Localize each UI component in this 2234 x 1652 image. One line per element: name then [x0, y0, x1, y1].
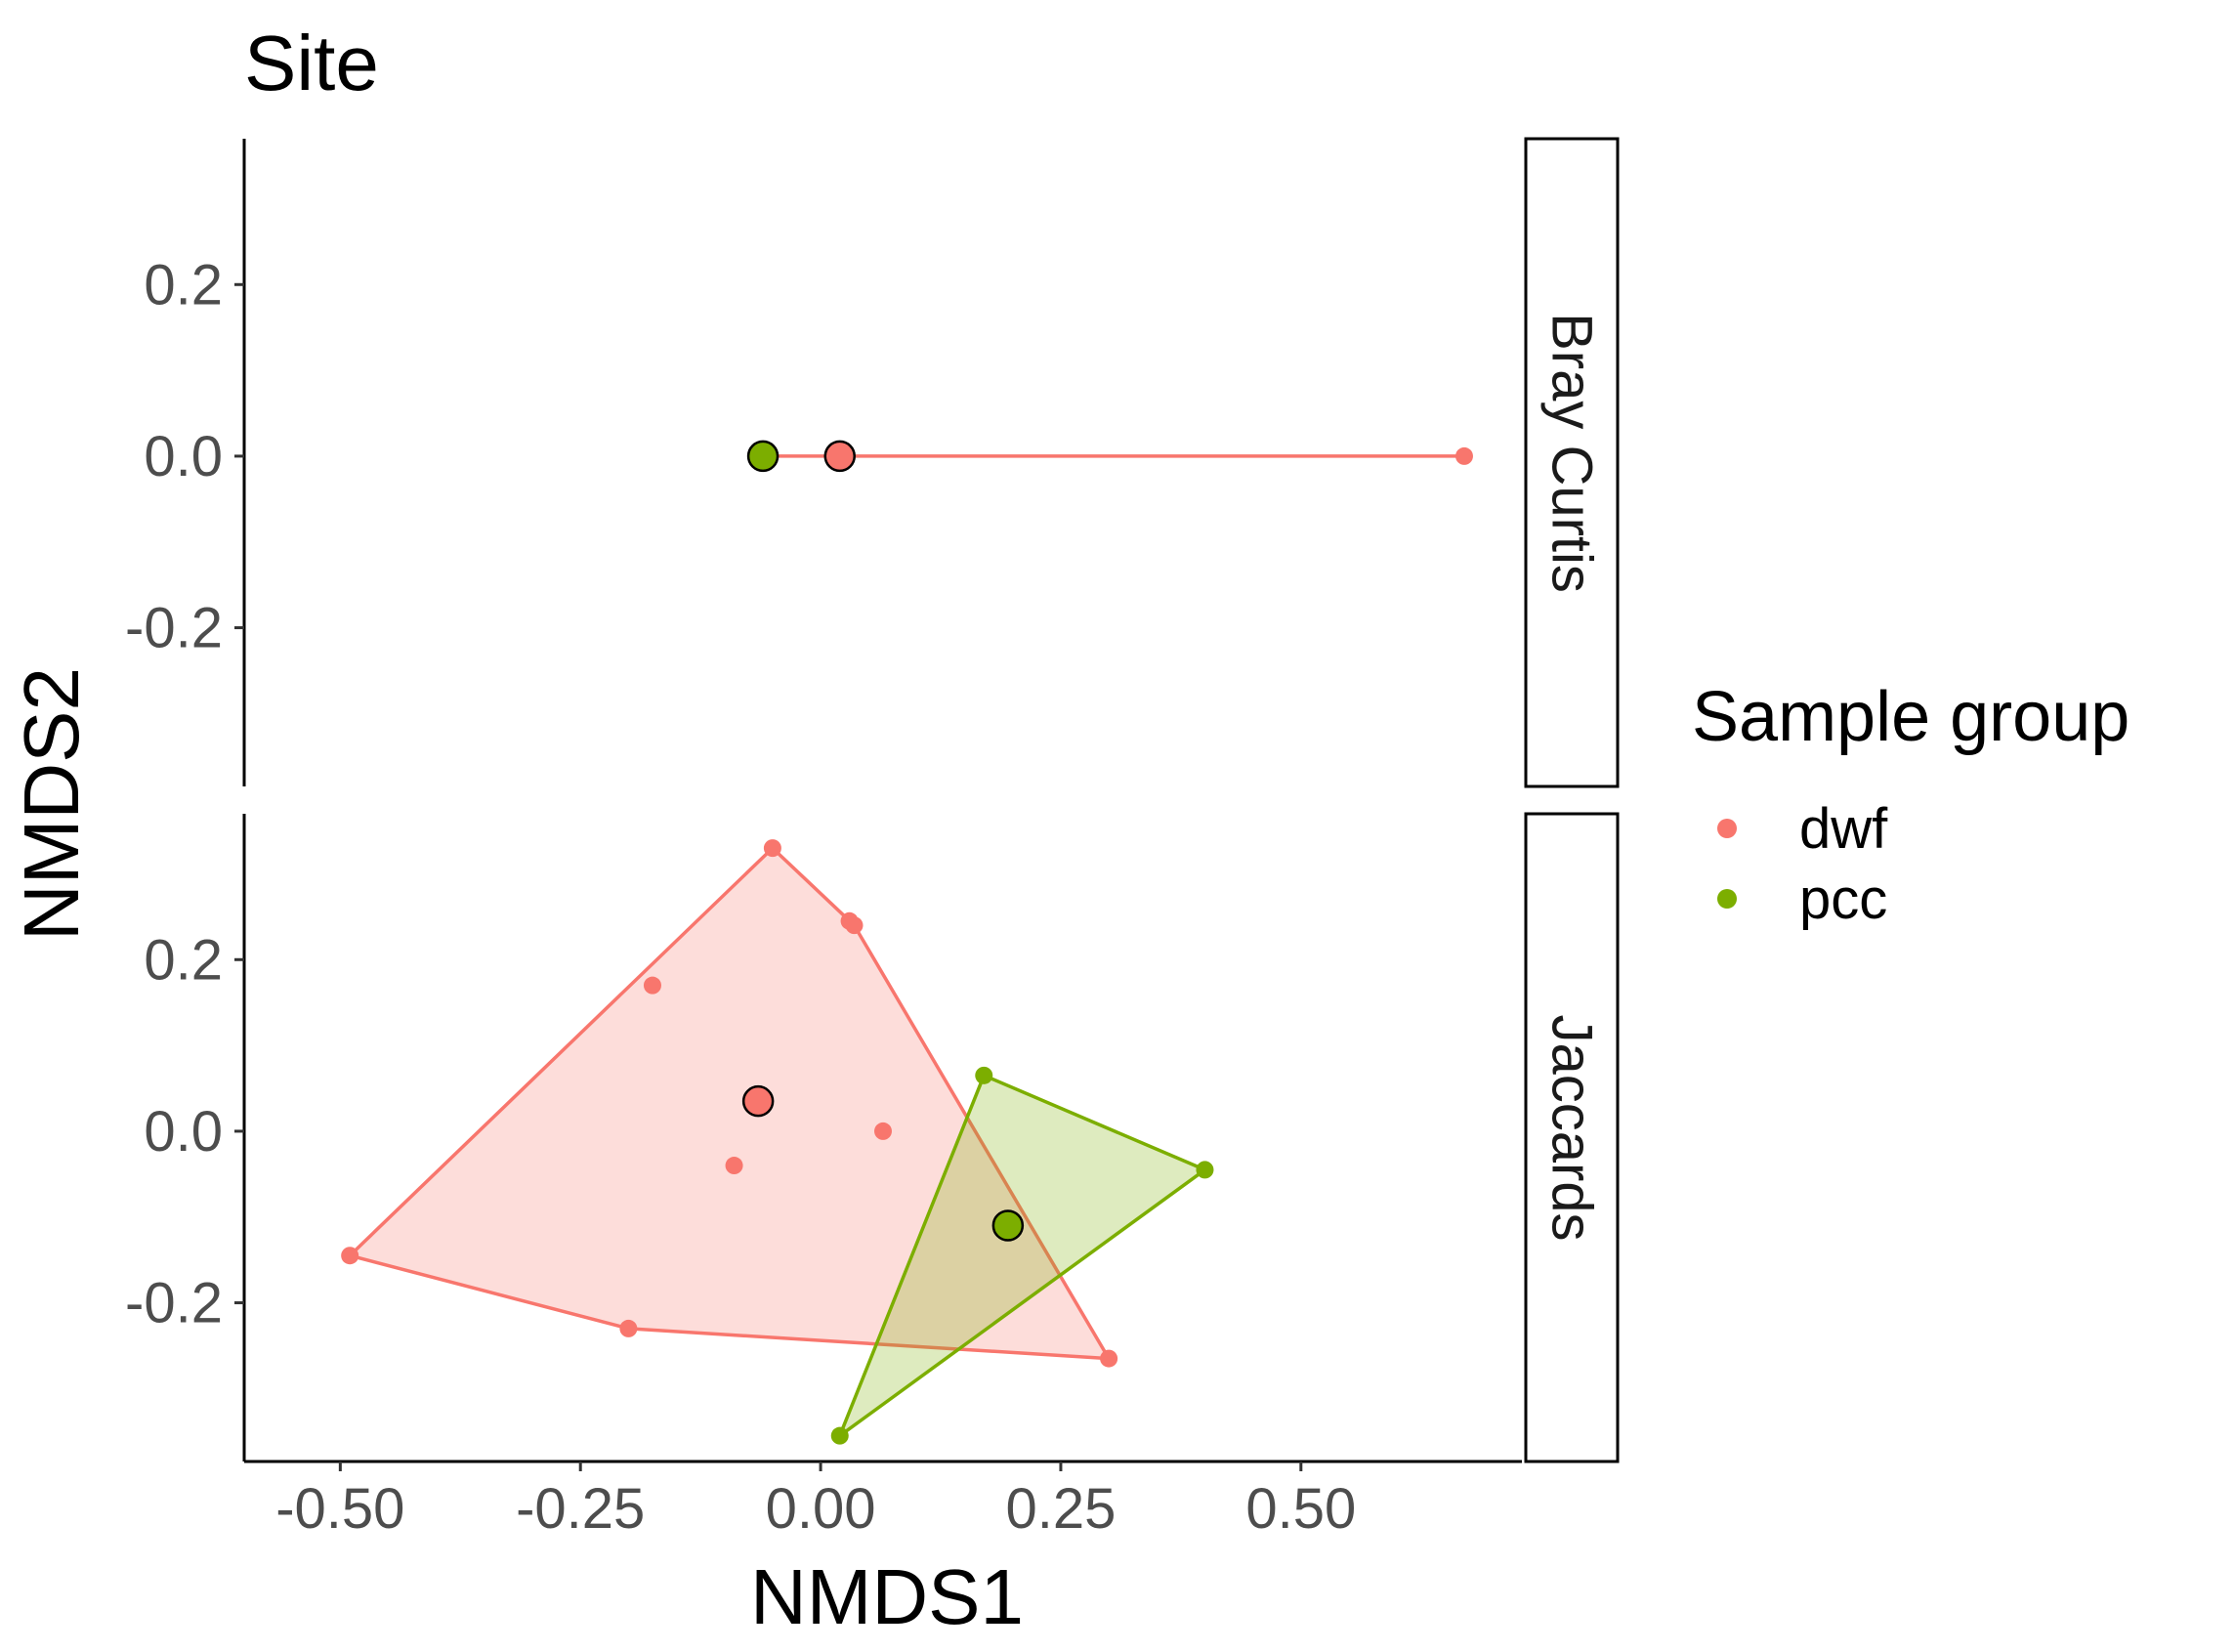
centroid-pcc: [991, 1209, 1025, 1242]
point-dwf: [763, 839, 781, 858]
chart-title: Site: [244, 20, 379, 106]
point-dwf: [341, 1247, 359, 1265]
x-tick-label: 0.50: [1245, 1477, 1356, 1541]
strip-label-bray-curtis: Bray Curtis: [1540, 313, 1604, 593]
centroid-dwf: [741, 1084, 775, 1118]
hull-dwf: [348, 846, 1111, 1361]
legend-label-dwf: dwf: [1799, 797, 1888, 861]
y-tick-label: 0.0: [144, 425, 223, 488]
legend-label-pcc: pcc: [1799, 868, 1887, 931]
strip-label-jaccards: Jaccards: [1540, 1014, 1604, 1241]
x-axis-title: NMDS1: [750, 1553, 1024, 1640]
x-tick-label: -0.25: [516, 1477, 645, 1541]
y-axis-title: NMDS2: [8, 667, 95, 941]
point-dwf: [619, 1319, 638, 1337]
point-pcc: [1196, 1161, 1214, 1179]
legend-title: Sample group: [1692, 678, 2129, 756]
legend: Sample group dwf pcc: [1692, 678, 2129, 931]
strip-bray-curtis: [1524, 137, 1620, 788]
legend-entry-dwf: dwf: [1717, 797, 1888, 861]
y-tick-label: -0.2: [125, 597, 223, 660]
y-tick-label: 0.2: [144, 253, 223, 317]
x-tick-label: 0.00: [766, 1477, 876, 1541]
x-tick-label: -0.50: [275, 1477, 404, 1541]
point-dwf: [845, 916, 864, 935]
centroid-dwf: [823, 440, 856, 473]
point-dwf: [643, 976, 661, 995]
facet-panel-jaccards: -0.2 0.0 0.2 Jaccards -0.50 -0.25 0.00 0.25 0.50: [125, 812, 1620, 1541]
legend-key-pcc: [1717, 889, 1737, 909]
legend-entry-pcc: pcc: [1717, 868, 1887, 931]
point-dwf: [725, 1157, 743, 1175]
centroid-pcc: [746, 440, 780, 473]
point-pcc: [830, 1426, 849, 1445]
point-pcc: [975, 1066, 993, 1084]
point-dwf: [874, 1122, 892, 1140]
point-dwf: [1100, 1349, 1118, 1368]
facet-panel-bray-curtis: -0.2 0.0 0.2 Bray Curtis: [125, 137, 1620, 788]
y-tick-label: 0.0: [144, 1100, 223, 1164]
hull-pcc: [837, 1074, 1207, 1438]
point-dwf: [1454, 446, 1473, 465]
x-tick-label: 0.25: [1005, 1477, 1116, 1541]
strip-jaccards: [1524, 812, 1620, 1463]
legend-key-dwf: [1717, 819, 1737, 838]
y-tick-label: -0.2: [125, 1272, 223, 1335]
y-tick-label: 0.2: [144, 928, 223, 992]
